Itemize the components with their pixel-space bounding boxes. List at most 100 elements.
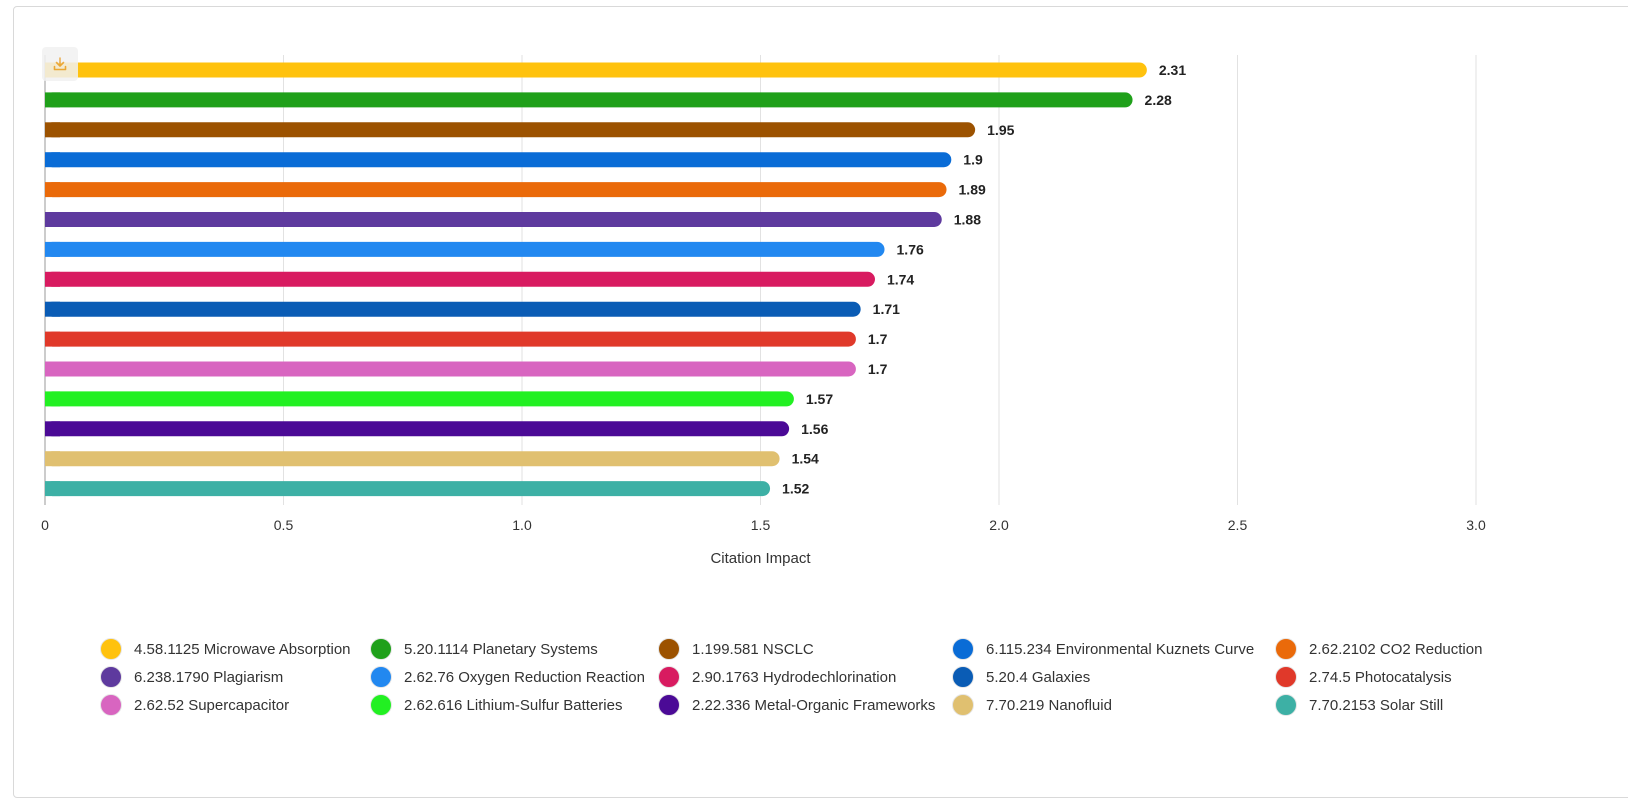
bar-base (45, 241, 60, 257)
bar[interactable] (45, 92, 1133, 108)
legend-swatch (1275, 694, 1297, 716)
legend-item[interactable]: 2.22.336 Metal-Organic Frameworks (658, 694, 935, 716)
legend-item[interactable]: 2.62.52 Supercapacitor (100, 694, 289, 716)
value-label: 2.28 (1145, 92, 1172, 108)
value-label: 1.54 (792, 451, 819, 467)
value-label: 1.56 (801, 421, 828, 437)
legend-label: 2.62.616 Lithium-Sulfur Batteries (404, 696, 623, 714)
bar-base (45, 301, 60, 317)
legend-swatch (370, 638, 392, 660)
bar-base (45, 182, 60, 198)
legend-item[interactable]: 4.58.1125 Microwave Absorption (100, 638, 351, 660)
bar[interactable] (45, 62, 1147, 78)
legend-item[interactable]: 6.115.234 Environmental Kuznets Curve (952, 638, 1254, 660)
legend-swatch (100, 666, 122, 688)
legend-label: 2.62.52 Supercapacitor (134, 696, 290, 714)
legend-item[interactable]: 6.238.1790 Plagiarism (100, 666, 283, 688)
legend-item[interactable]: 2.62.76 Oxygen Reduction Reaction (370, 666, 645, 688)
bar[interactable] (45, 481, 771, 497)
bar[interactable] (45, 122, 976, 138)
value-label: 1.7 (868, 361, 888, 377)
value-label: 1.74 (887, 271, 914, 287)
bar[interactable] (45, 301, 861, 317)
value-label: 1.88 (954, 212, 981, 228)
legend-label: 1.199.581 NSCLC (692, 640, 814, 658)
bar[interactable] (45, 391, 794, 407)
legend-label: 2.74.5 Photocatalysis (1309, 668, 1452, 686)
x-tick-label: 0.5 (274, 517, 294, 533)
legend-label: 7.70.2153 Solar Still (1309, 696, 1444, 714)
legend-item[interactable]: 2.90.1763 Hydrodechlorination (658, 666, 896, 688)
bar[interactable] (45, 152, 952, 168)
value-label: 1.89 (959, 182, 986, 198)
x-axis-ticks: 0 0.5 1.0 1.5 2.0 2.5 3.0 (41, 517, 1486, 533)
legend-swatch (658, 666, 680, 688)
x-tick-label: 3.0 (1466, 517, 1486, 533)
value-label: 1.57 (806, 391, 833, 407)
bar[interactable] (45, 331, 856, 347)
legend-label: 6.238.1790 Plagiarism (134, 668, 284, 686)
bar-base (45, 421, 60, 437)
value-label: 1.9 (963, 152, 983, 168)
legend-swatch (658, 694, 680, 716)
legend-swatch (1275, 666, 1297, 688)
legend-label: 4.58.1125 Microwave Absorption (134, 640, 351, 658)
bar-base (45, 361, 60, 377)
legend-item[interactable]: 2.62.2102 CO2 Reduction (1275, 638, 1482, 660)
bar-chart: 2.31 2.28 1.951.9 1.89 1.88 1.76 1.74 1.71 1.7 1.… (41, 55, 1486, 567)
x-tick-label: 1.5 (751, 517, 771, 533)
legend-swatch (100, 694, 122, 716)
download-icon (53, 57, 67, 71)
legend-swatch (952, 666, 974, 688)
bar-base (45, 271, 60, 287)
x-axis-title: Citation Impact (710, 550, 811, 567)
legend-label: 6.115.234 Environmental Kuznets Curve (986, 640, 1255, 658)
bar-base (45, 391, 60, 407)
legend-swatch (952, 694, 974, 716)
bar-base (45, 122, 60, 138)
legend-item[interactable]: 1.199.581 NSCLC (658, 638, 814, 660)
value-label: 1.71 (873, 301, 900, 317)
value-labels: 2.31 2.28 1.951.9 1.89 1.88 1.76 1.74 1.71 1.7 1.… (782, 62, 1186, 497)
legend-label: 2.22.336 Metal-Organic Frameworks (692, 696, 936, 714)
value-label: 1.76 (897, 241, 924, 257)
bar[interactable] (45, 421, 790, 437)
bar-base (45, 481, 60, 497)
bar[interactable] (45, 271, 875, 287)
legend-swatch (952, 638, 974, 660)
legend-item[interactable]: 2.62.616 Lithium-Sulfur Batteries (370, 694, 622, 716)
legend-label: 5.20.4 Galaxies (986, 668, 1091, 686)
x-tick-label: 2.5 (1228, 517, 1248, 533)
value-label: 1.7 (868, 331, 888, 347)
legend-label: 2.62.76 Oxygen Reduction Reaction (404, 668, 645, 686)
legend-label: 7.70.219 Nanofluid (986, 696, 1112, 714)
legend-label: 2.62.2102 CO2 Reduction (1309, 640, 1483, 658)
bar-base (45, 92, 60, 108)
download-button[interactable] (42, 47, 78, 81)
legend-swatch (658, 638, 680, 660)
value-label: 1.52 (782, 481, 809, 497)
legend-item[interactable]: 7.70.219 Nanofluid (952, 694, 1112, 716)
bar[interactable] (45, 182, 947, 198)
bars (45, 62, 1147, 497)
bar[interactable] (45, 241, 885, 257)
value-label: 2.31 (1159, 62, 1186, 78)
bar[interactable] (45, 212, 942, 227)
x-tick-label: 2.0 (989, 517, 1009, 533)
bar-base (45, 331, 60, 347)
x-tick-label: 0 (41, 517, 49, 533)
bar-base (45, 152, 60, 168)
legend-label: 2.90.1763 Hydrodechlorination (692, 668, 897, 686)
legend-item[interactable]: 5.20.1114 Planetary Systems (370, 638, 598, 660)
legend-item[interactable]: 5.20.4 Galaxies (952, 666, 1090, 688)
legend-label: 5.20.1114 Planetary Systems (404, 640, 598, 658)
legend-swatch (1275, 638, 1297, 660)
legend-swatch (370, 694, 392, 716)
bar[interactable] (45, 451, 780, 467)
bar-base (45, 451, 60, 467)
bar-base (45, 212, 60, 227)
x-tick-label: 1.0 (512, 517, 532, 533)
legend-item[interactable]: 2.74.5 Photocatalysis (1275, 666, 1452, 688)
bar[interactable] (45, 361, 856, 377)
legend-item[interactable]: 7.70.2153 Solar Still (1275, 694, 1443, 716)
